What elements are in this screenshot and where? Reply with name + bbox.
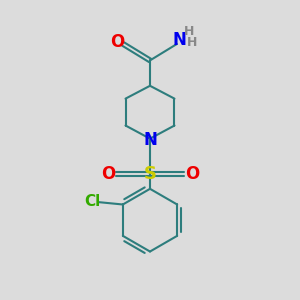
- Text: S: S: [143, 165, 157, 183]
- Text: Cl: Cl: [84, 194, 101, 209]
- Text: H: H: [187, 36, 198, 49]
- Text: O: O: [111, 34, 125, 52]
- Text: O: O: [101, 165, 115, 183]
- Text: O: O: [185, 165, 199, 183]
- Text: H: H: [184, 25, 194, 38]
- Text: N: N: [143, 131, 157, 149]
- Text: N: N: [173, 32, 187, 50]
